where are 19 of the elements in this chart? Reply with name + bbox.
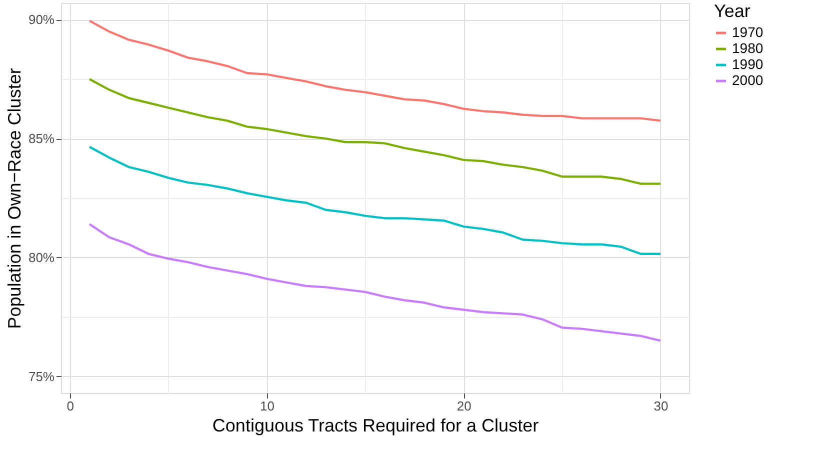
y-tick-label: 90% xyxy=(28,12,55,28)
legend-label: 1980 xyxy=(732,40,764,56)
line-series xyxy=(88,78,662,185)
x-tick-label: 0 xyxy=(66,398,74,414)
y-tick-label: 80% xyxy=(28,250,55,265)
x-tick-label: 30 xyxy=(654,398,668,414)
line-series xyxy=(88,146,662,255)
x-tick-label: 10 xyxy=(260,398,274,414)
legend-title: Year xyxy=(714,1,750,21)
y-tick-label: 75% xyxy=(28,368,55,384)
x-tick-label: 20 xyxy=(456,398,472,414)
legend-label: 2000 xyxy=(732,72,764,88)
line-series xyxy=(88,223,662,342)
line-series xyxy=(88,20,662,122)
x-axis-title: Contiguous Tracts Required for a Cluster xyxy=(212,416,539,436)
legend-label: 1990 xyxy=(732,56,764,72)
y-axis-title: Population in Own−Race Cluster xyxy=(4,68,24,329)
y-tick-label: 85% xyxy=(28,131,55,146)
legend-label: 1970 xyxy=(732,24,764,40)
